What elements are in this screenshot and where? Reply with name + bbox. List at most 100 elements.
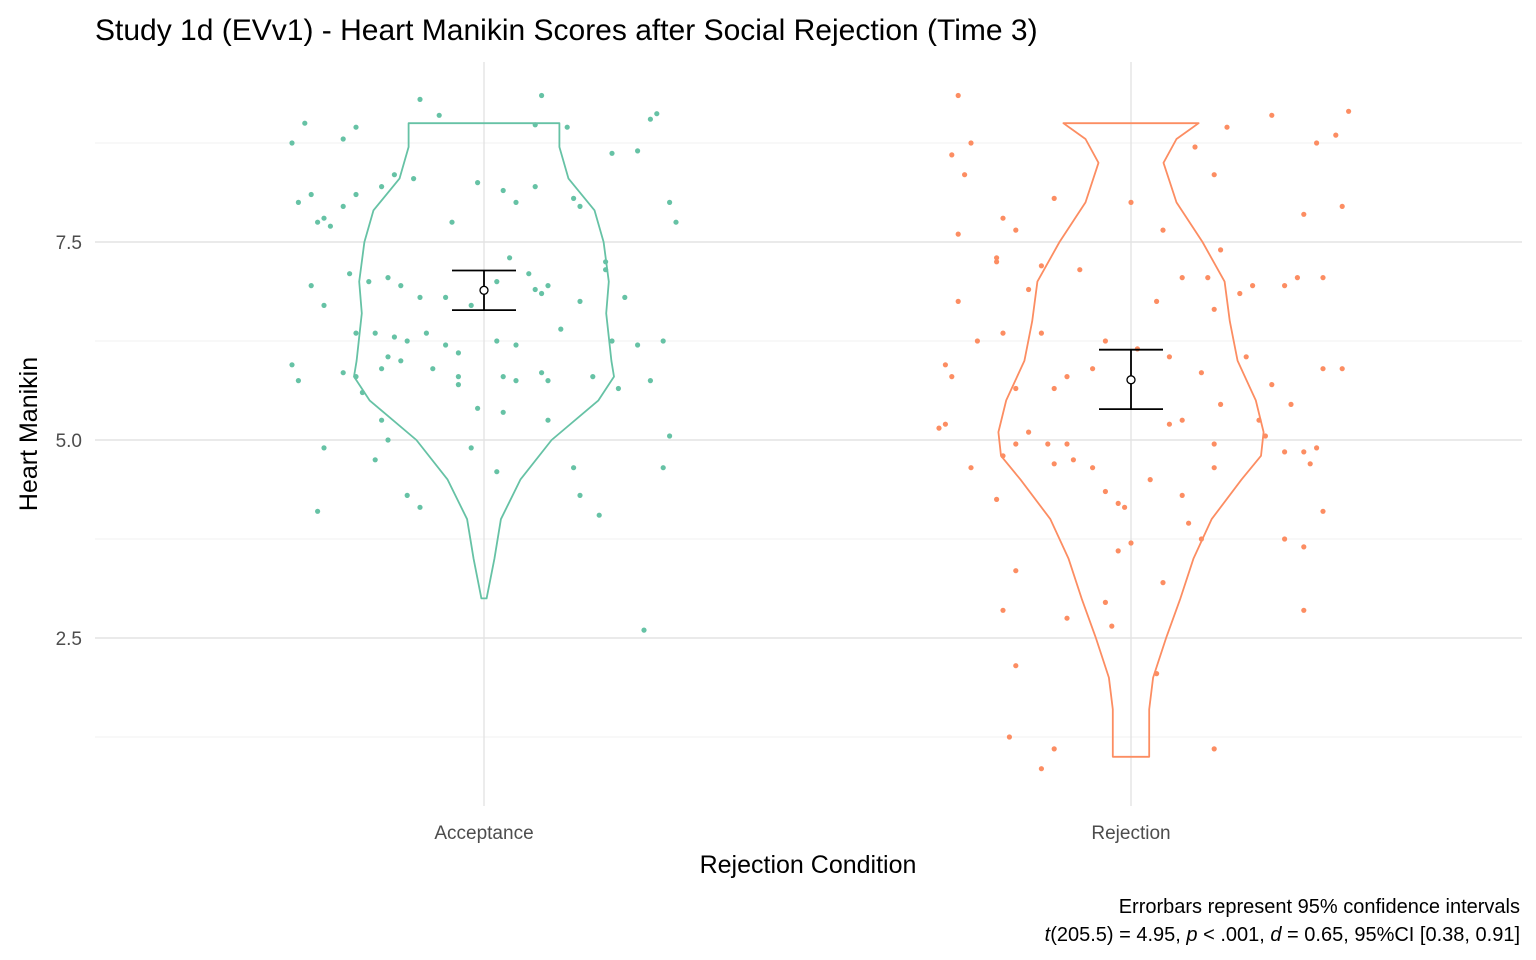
data-point (398, 283, 404, 289)
data-point (1160, 580, 1166, 586)
data-point (949, 152, 955, 158)
data-point (321, 445, 327, 451)
data-point (500, 187, 506, 194)
data-point (1006, 734, 1013, 740)
data-point (1064, 374, 1070, 380)
data-point (1102, 488, 1108, 495)
data-point (347, 271, 353, 277)
data-point (494, 279, 500, 285)
data-point (1211, 172, 1217, 178)
caption-line-1: Errorbars represent 95% confidence inter… (1119, 896, 1520, 918)
data-point (289, 140, 295, 146)
data-point (1064, 615, 1070, 621)
data-point (449, 219, 455, 225)
data-point (1160, 227, 1166, 233)
data-point (475, 405, 481, 411)
violin-rejection (997, 122, 1265, 758)
data-point (1269, 112, 1275, 118)
data-point (1211, 441, 1217, 447)
data-point (1314, 445, 1320, 451)
caption-line-2: t(205.5) = 4.95, p < .001, d = 0.65, 95%… (1045, 924, 1520, 946)
data-point (494, 469, 500, 475)
data-point (654, 111, 660, 117)
data-point (1198, 370, 1204, 376)
data-point (302, 120, 308, 126)
data-point (385, 354, 391, 360)
data-point (327, 223, 333, 229)
y-tick-label: 2.5 (56, 629, 82, 650)
data-point (340, 370, 346, 376)
data-point (1013, 663, 1019, 669)
data-point (1000, 330, 1006, 336)
data-point (1051, 385, 1057, 392)
data-point (577, 492, 583, 498)
data-point (295, 199, 301, 205)
data-point (315, 508, 321, 514)
data-point (1198, 536, 1204, 542)
data-point (532, 286, 538, 293)
data-point (391, 334, 397, 340)
stat-p-value: < .001, (1198, 924, 1271, 946)
data-point (558, 326, 564, 332)
data-point (1166, 421, 1172, 427)
data-point (949, 374, 955, 380)
data-point (1090, 465, 1096, 471)
data-point (385, 275, 391, 281)
data-point (494, 338, 500, 344)
data-point (1262, 433, 1268, 439)
data-point (379, 184, 385, 190)
data-point (404, 338, 410, 344)
data-point (1333, 132, 1339, 138)
data-point (577, 203, 583, 209)
data-point (1237, 290, 1243, 297)
data-point (660, 465, 666, 471)
data-point (1102, 599, 1108, 606)
data-point (1051, 195, 1057, 201)
data-point (609, 338, 615, 344)
data-point (372, 330, 378, 336)
data-point (1179, 417, 1185, 423)
data-point (1250, 283, 1256, 289)
data-point (539, 92, 545, 99)
data-point (641, 627, 647, 633)
data-point (1211, 465, 1217, 471)
data-point (417, 294, 423, 300)
data-point (545, 283, 551, 289)
data-point (455, 382, 461, 388)
data-point (1109, 623, 1115, 629)
data-point (315, 219, 321, 225)
violins (353, 122, 1265, 758)
data-point (1282, 283, 1288, 289)
data-point (1154, 298, 1160, 304)
x-tick-label: Acceptance (434, 823, 533, 844)
stat-p-symbol: p (1185, 924, 1197, 946)
x-axis-ticks: Acceptance Rejection (434, 823, 1170, 844)
data-point (1179, 275, 1185, 281)
data-point (1320, 366, 1326, 372)
data-point (353, 191, 359, 198)
chart-title: Study 1d (EVv1) - Heart Manikin Scores a… (95, 14, 1038, 47)
data-point (353, 124, 359, 130)
data-point (1115, 500, 1121, 506)
data-point (1147, 477, 1153, 483)
data-point (1128, 199, 1134, 205)
data-point (1038, 766, 1044, 772)
data-point (1218, 401, 1224, 407)
data-point (340, 203, 346, 209)
data-point (385, 437, 391, 443)
data-point (1301, 544, 1307, 550)
data-point (647, 116, 654, 122)
data-point (417, 504, 423, 510)
data-point (1000, 215, 1006, 221)
stat-t-value: (205.5) = 4.95, (1050, 924, 1186, 946)
x-axis-title: Rejection Condition (700, 851, 917, 879)
data-point (1294, 275, 1300, 281)
data-point (1224, 124, 1230, 130)
data-point (532, 184, 538, 190)
data-point (417, 96, 423, 102)
data-point (577, 298, 583, 304)
data-point (1090, 366, 1096, 372)
data-point (936, 425, 942, 431)
data-point (1077, 267, 1083, 273)
